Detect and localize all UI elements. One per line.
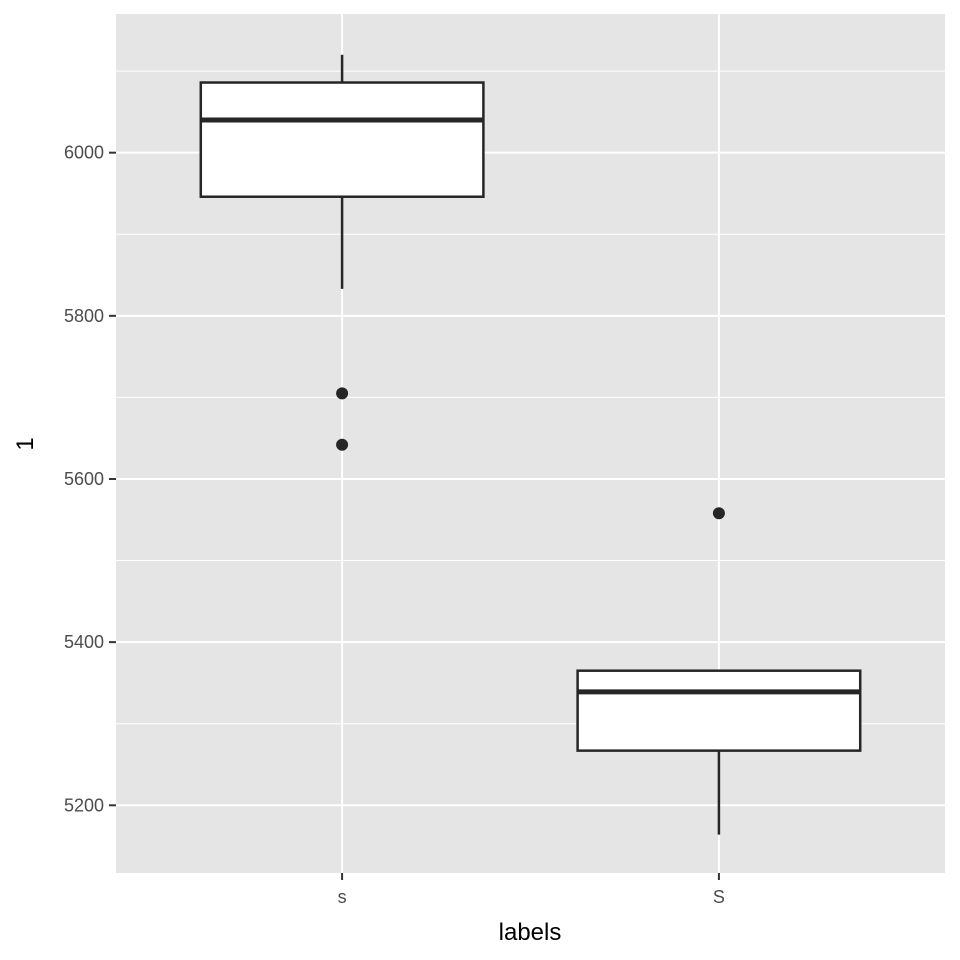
y-axis: 5200 5400 5600 5800 6000 — [64, 143, 116, 815]
outlier-point — [336, 387, 349, 400]
box-lower-s — [199, 54, 485, 451]
box-upper-s — [576, 507, 862, 835]
y-tick-label: 5200 — [64, 795, 104, 815]
box-iqr — [576, 669, 862, 752]
y-tick-label: 6000 — [64, 143, 104, 163]
x-tick-label: s — [338, 887, 347, 907]
x-axis-title: labels — [499, 919, 562, 946]
box-iqr — [199, 81, 485, 198]
box-group — [199, 54, 862, 835]
y-tick-label: 5800 — [64, 306, 104, 326]
y-tick-label: 5400 — [64, 632, 104, 652]
outlier-point — [712, 507, 725, 520]
y-tick-label: 5600 — [64, 469, 104, 489]
outlier-point — [336, 438, 349, 451]
x-tick-label: S — [713, 887, 725, 907]
y-axis-title: 1 — [12, 437, 39, 450]
